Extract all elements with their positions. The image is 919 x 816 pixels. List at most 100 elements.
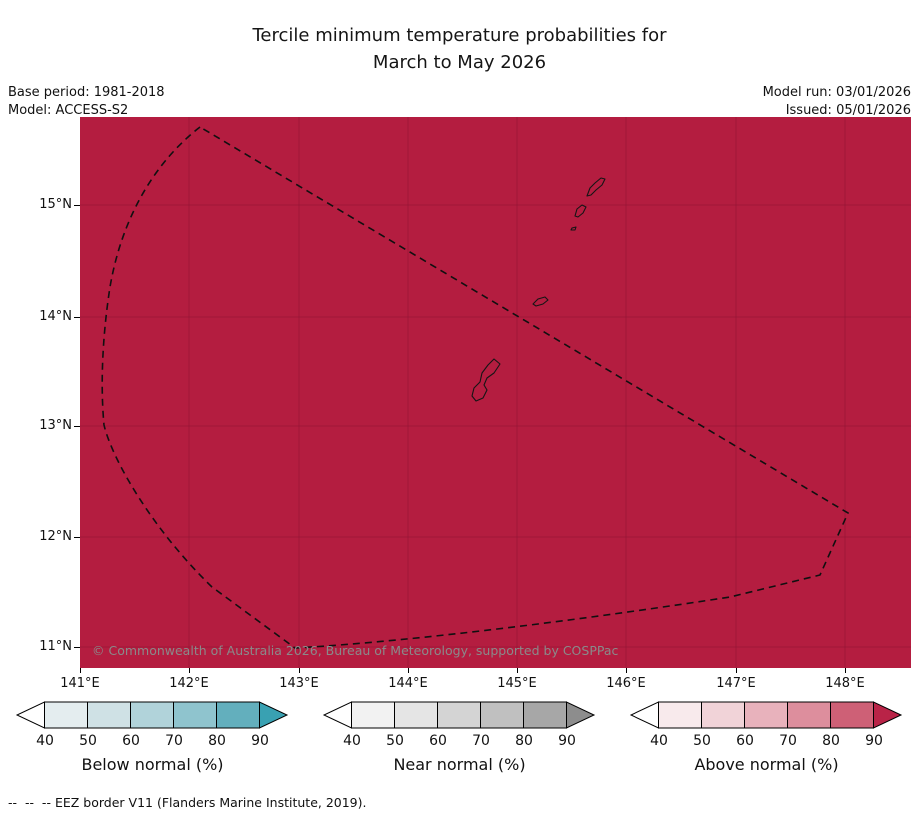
ytickmark bbox=[74, 317, 80, 318]
island-rota bbox=[532, 296, 549, 307]
map-probability-fill bbox=[80, 117, 911, 668]
xtickmark bbox=[845, 668, 846, 673]
colorbar-above-normal-scale bbox=[629, 701, 903, 729]
xtickmark bbox=[626, 668, 627, 673]
xtick-141e: 141°E bbox=[60, 676, 100, 691]
ytick-15n: 15°N bbox=[39, 197, 72, 212]
ytickmark bbox=[74, 205, 80, 206]
eez-legend: -- -- -- EEZ border V11 (Flanders Marine… bbox=[8, 795, 367, 810]
cbar-tick: 60 bbox=[122, 733, 140, 749]
ytickmark bbox=[74, 537, 80, 538]
colorbar-cell bbox=[830, 701, 874, 729]
cbar-tick: 50 bbox=[693, 733, 711, 749]
over-range-arrow bbox=[873, 701, 903, 729]
model-run-label: Model run: 03/01/2026 bbox=[762, 85, 911, 100]
xtickmark bbox=[408, 668, 409, 673]
over-range-arrow bbox=[259, 701, 289, 729]
ytick-13n: 13°N bbox=[39, 418, 72, 433]
xtick-142e: 142°E bbox=[169, 676, 209, 691]
xtick-147e: 147°E bbox=[716, 676, 756, 691]
over-range-arrow bbox=[566, 701, 596, 729]
colorbar-cell bbox=[87, 701, 131, 729]
ytick-14n: 14°N bbox=[39, 309, 72, 324]
cbar-tick: 80 bbox=[822, 733, 840, 749]
islands bbox=[471, 177, 606, 402]
island-tinian bbox=[574, 204, 587, 218]
xtick-145e: 145°E bbox=[497, 676, 537, 691]
cbar-tick: 80 bbox=[208, 733, 226, 749]
cbar-tick: 60 bbox=[429, 733, 447, 749]
cbar-tick: 90 bbox=[558, 733, 576, 749]
colorbar-cell bbox=[44, 701, 88, 729]
ytickmark bbox=[74, 647, 80, 648]
model-label: Model: ACCESS-S2 bbox=[8, 103, 129, 118]
colorbar-cell bbox=[658, 701, 702, 729]
colorbar-cell bbox=[173, 701, 217, 729]
cbar-tick: 60 bbox=[736, 733, 754, 749]
meta-right: Model run: 03/01/2026 Issued: 05/01/2026 bbox=[763, 84, 911, 120]
colorbar-tick-row: 40 50 60 70 80 90 bbox=[629, 733, 904, 751]
colorbar-above-normal: 40 50 60 70 80 90 Above normal (%) bbox=[629, 701, 904, 783]
colorbar-cell bbox=[744, 701, 788, 729]
title-line-1: Tercile minimum temperature probabilitie… bbox=[252, 25, 667, 46]
colorbar-cell bbox=[480, 701, 524, 729]
ytick-12n: 12°N bbox=[39, 529, 72, 544]
ytickmark bbox=[74, 426, 80, 427]
xtickmark bbox=[189, 668, 190, 673]
map-gridlines bbox=[80, 117, 911, 668]
map-canvas: © Commonwealth of Australia 2026, Bureau… bbox=[80, 117, 911, 668]
eez-legend-text: EEZ border V11 (Flanders Marine Institut… bbox=[54, 795, 367, 810]
cbar-tick: 80 bbox=[515, 733, 533, 749]
cbar-tick: 40 bbox=[650, 733, 668, 749]
ytick-11n: 11°N bbox=[39, 639, 72, 654]
island-guam bbox=[471, 358, 501, 402]
base-period-label: Base period: 1981-2018 bbox=[8, 85, 165, 100]
xtickmark bbox=[517, 668, 518, 673]
cbar-tick: 40 bbox=[36, 733, 54, 749]
island-aguijan bbox=[570, 226, 577, 231]
xtick-144e: 144°E bbox=[388, 676, 428, 691]
cbar-tick: 40 bbox=[343, 733, 361, 749]
meta-left: Base period: 1981-2018 Model: ACCESS-S2 bbox=[8, 84, 165, 120]
colorbar-near-normal-scale bbox=[322, 701, 596, 729]
under-range-arrow bbox=[322, 701, 352, 729]
colorbar-cell bbox=[394, 701, 438, 729]
colorbar-cell bbox=[437, 701, 481, 729]
cbar-tick: 70 bbox=[165, 733, 183, 749]
colorbar-cell bbox=[351, 701, 395, 729]
colorbar-label: Below normal (%) bbox=[81, 755, 224, 774]
colorbar-label: Near normal (%) bbox=[393, 755, 526, 774]
colorbar-below-normal: 40 50 60 70 80 90 Below normal (%) bbox=[15, 701, 290, 783]
eez-border bbox=[101, 126, 850, 649]
cbar-tick: 90 bbox=[251, 733, 269, 749]
page-title: Tercile minimum temperature probabilitie… bbox=[0, 22, 919, 76]
under-range-arrow bbox=[629, 701, 659, 729]
xtick-146e: 146°E bbox=[606, 676, 646, 691]
colorbar-label: Above normal (%) bbox=[694, 755, 839, 774]
colorbar-tick-row: 40 50 60 70 80 90 bbox=[322, 733, 597, 751]
colorbar-cell bbox=[523, 701, 567, 729]
colorbar-cell bbox=[787, 701, 831, 729]
cbar-tick: 70 bbox=[779, 733, 797, 749]
cbar-tick: 50 bbox=[79, 733, 97, 749]
xtick-143e: 143°E bbox=[279, 676, 319, 691]
cbar-tick: 90 bbox=[865, 733, 883, 749]
eez-legend-dash-symbol: -- -- -- bbox=[8, 795, 51, 810]
issued-label: Issued: 05/01/2026 bbox=[785, 103, 911, 118]
map-copyright: © Commonwealth of Australia 2026, Bureau… bbox=[92, 643, 618, 658]
cbar-tick: 70 bbox=[472, 733, 490, 749]
xtickmark bbox=[299, 668, 300, 673]
colorbar-tick-row: 40 50 60 70 80 90 bbox=[15, 733, 290, 751]
colorbar-near-normal: 40 50 60 70 80 90 Near normal (%) bbox=[322, 701, 597, 783]
xtickmark bbox=[80, 668, 81, 673]
title-line-2: March to May 2026 bbox=[372, 52, 547, 73]
island-saipan bbox=[586, 177, 606, 197]
colorbar-cell bbox=[701, 701, 745, 729]
colorbar-cell bbox=[216, 701, 260, 729]
colorbar-below-normal-scale bbox=[15, 701, 289, 729]
colorbar-cell bbox=[130, 701, 174, 729]
cbar-tick: 50 bbox=[386, 733, 404, 749]
xtickmark bbox=[736, 668, 737, 673]
xtick-148e: 148°E bbox=[825, 676, 865, 691]
